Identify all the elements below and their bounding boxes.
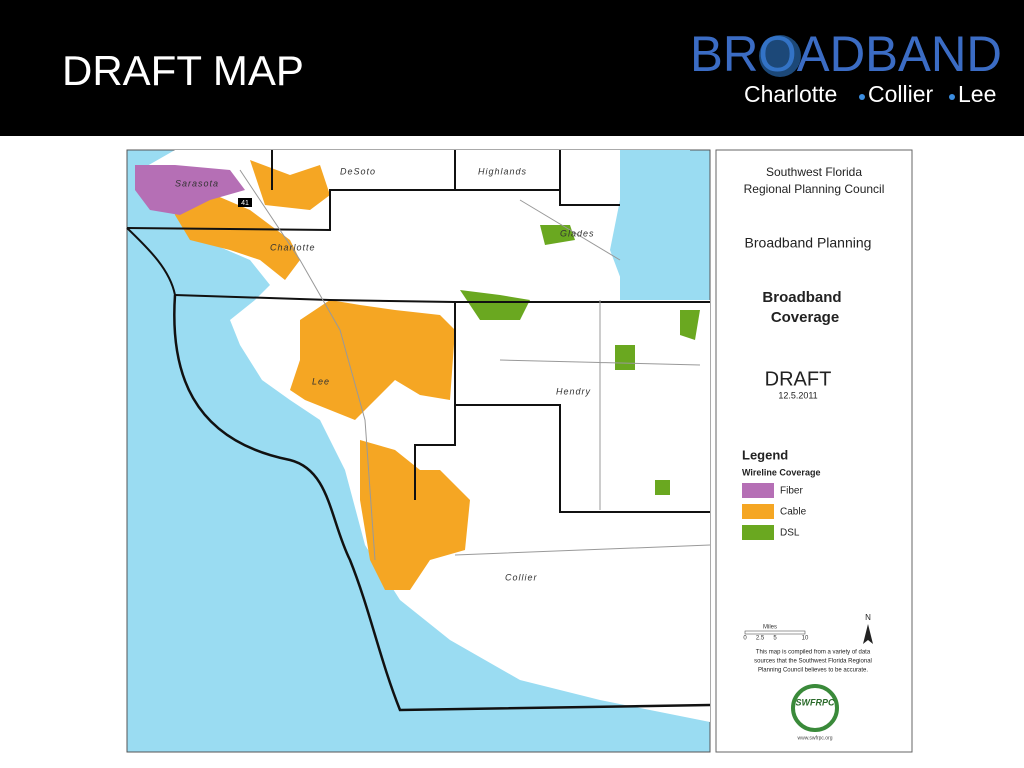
highway-shield [238, 198, 252, 207]
seal-text: SWFRPC [796, 697, 835, 707]
logo-dot [859, 94, 865, 100]
highway-label: 41 [241, 200, 249, 207]
county-label: Glades [560, 228, 595, 238]
legend-panel: Southwest Florida Regional Planning Coun… [715, 149, 913, 753]
county-label: DeSoto [340, 166, 376, 176]
panel-frame [715, 149, 913, 753]
disclaimer: Planning Council believes to be accurate… [758, 668, 868, 674]
header-bar [0, 0, 1024, 136]
county-label: Hendry [556, 386, 591, 396]
scale-bar [744, 630, 806, 635]
legend-swatch [742, 525, 774, 540]
legend-label: Fiber [780, 486, 803, 497]
disclaimer: This map is compiled from a variety of d… [756, 650, 871, 656]
cable-area [290, 300, 455, 420]
map: 41 Sarasota DeSoto Highlands Charlotte G… [126, 149, 711, 753]
legend-label: DSL [780, 528, 800, 539]
cable-area [250, 160, 330, 210]
cable-area [360, 440, 470, 590]
organization: Southwest Florida [766, 165, 862, 179]
lake-okeechobee [610, 150, 700, 290]
disclaimer: sources that the Southwest Florida Regio… [754, 659, 872, 665]
legend-swatch [742, 504, 774, 519]
scale-tick: 0 [743, 636, 747, 642]
logo-region: Lee [958, 81, 996, 107]
legend-label: Cable [780, 507, 807, 518]
logo-dot [949, 94, 955, 100]
county-lines [126, 150, 711, 712]
north-label: N [865, 613, 871, 622]
county-label: Lee [312, 376, 330, 386]
county-label: Collier [505, 572, 538, 582]
county-label: Charlotte [270, 242, 316, 252]
url: www.swfrpc.org [797, 735, 832, 741]
county-label: Sarasota [175, 178, 219, 188]
status: DRAFT [765, 368, 832, 390]
seal [791, 684, 839, 732]
scale-tick: 2.5 [756, 636, 765, 642]
legend-swatch [742, 483, 774, 498]
slide-title: DRAFT MAP [62, 47, 304, 94]
county-label: Highlands [478, 166, 527, 176]
scale-tick: 10 [802, 636, 809, 642]
fiber-area [135, 165, 245, 215]
logo-name: BROADBAND [690, 26, 1002, 82]
project: Broadband Planning [745, 235, 872, 251]
organization: Regional Planning Council [744, 182, 885, 196]
map-title: Coverage [771, 309, 839, 326]
land [140, 150, 710, 722]
north-arrow [863, 624, 873, 644]
legend-title: Legend [742, 447, 788, 462]
roads [239, 169, 711, 561]
legend-subtitle: Wireline Coverage [742, 467, 820, 477]
date: 12.5.2011 [778, 390, 817, 400]
logo-globe [759, 35, 801, 77]
legend-items: Fiber Cable DSL [742, 483, 807, 540]
scale-tick: 5 [773, 636, 777, 642]
map-title: Broadband [762, 289, 841, 306]
scale-unit: Miles [763, 625, 777, 631]
cable-area [170, 190, 300, 280]
logo-region: Charlotte [744, 81, 837, 107]
logo-region: Collier [868, 81, 934, 107]
